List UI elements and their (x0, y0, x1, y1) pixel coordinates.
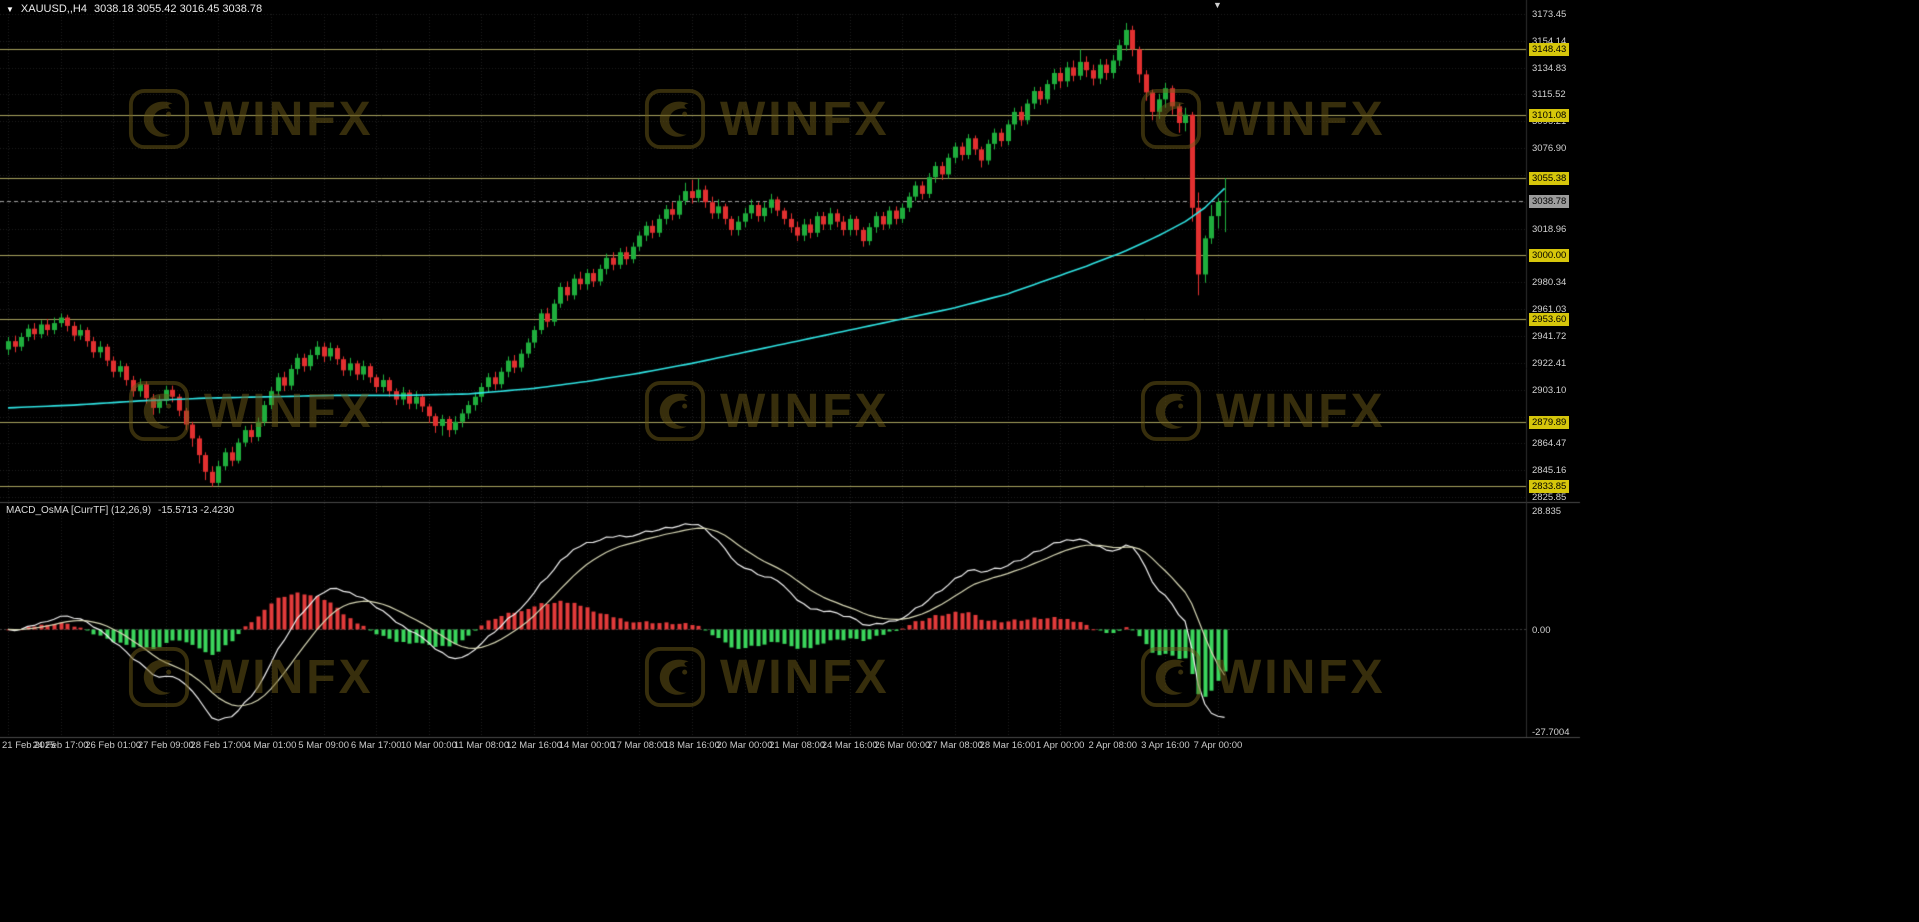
price-level-badge: 2953.60 (1529, 313, 1570, 327)
time-axis-label: 28 Mar 16:00 (979, 740, 1036, 751)
price-tick-label: 2922.41 (1532, 357, 1567, 369)
price-tick-label: 2864.47 (1532, 438, 1567, 450)
chart-ohlc: 3038.18 3055.42 3016.45 3038.78 (93, 3, 263, 15)
time-axis-label: 14 Mar 00:00 (558, 740, 615, 751)
price-tick-label: 2903.10 (1532, 384, 1567, 396)
price-tick-label: 2961.03 (1532, 304, 1567, 316)
price-level-badge: 3000.00 (1529, 249, 1570, 262)
price-tick-label: 2825.85 (1532, 492, 1567, 503)
current-price-badge: 3038.78 (1529, 195, 1570, 209)
price-tick-label: 2980.34 (1532, 277, 1567, 289)
time-axis-label: 4 Mar 01:00 (245, 740, 297, 751)
macd-axis-top-label: 28.835 (1532, 506, 1562, 517)
price-tick-label: 3173.45 (1532, 9, 1567, 20)
time-axis-label: 17 Mar 08:00 (611, 740, 668, 751)
symbol-dropdown-icon[interactable]: ▼ (6, 4, 14, 14)
time-axis-label: 12 Mar 16:00 (506, 740, 563, 751)
time-axis-label: 27 Feb 09:00 (137, 740, 194, 751)
price-level-badge: 2879.89 (1529, 415, 1570, 429)
macd-indicator-label: MACD_OsMA [CurrTF] (12,26,9) -15.5713 -2… (6, 505, 234, 516)
time-axis-label: 6 Mar 17:00 (350, 740, 402, 751)
price-tick-label: 3115.52 (1532, 89, 1566, 101)
time-axis-label: 26 Feb 01:00 (85, 740, 142, 751)
price-tick-label: 2941.72 (1532, 330, 1567, 342)
price-tick-label: 3076.90 (1532, 143, 1567, 155)
chart-title: ▼ XAUUSD,,H4 3038.18 3055.42 3016.45 303… (6, 3, 262, 15)
time-axis[interactable]: 21 Feb 2025 24 Feb 17:00 26 Feb 01:00 27 Fe… (0, 737, 1580, 755)
price-level-badge: 3055.38 (1529, 172, 1570, 186)
price-level-badge: 3148.43 (1529, 42, 1570, 56)
time-axis-label: 1 Apr 00:00 (1035, 740, 1085, 751)
time-axis-label: 26 Mar 00:00 (874, 740, 931, 751)
price-tick-label: 2845.16 (1532, 465, 1567, 477)
chart-shift-marker[interactable]: ▼ (1213, 0, 1222, 10)
time-axis-label: 21 Mar 08:00 (769, 740, 826, 751)
time-axis-label: 21 Feb 2025 (2, 740, 56, 751)
time-axis-label: 28 Feb 17:00 (190, 740, 247, 751)
price-axis[interactable]: 3173.45 3154.14 3134.83 3115.52 3096.21 3076.… (1528, 0, 1608, 922)
price-tick-label: 3154.14 (1532, 35, 1567, 47)
time-axis-label: 27 Mar 08:00 (926, 740, 983, 751)
macd-axis-zero-label: 0.00 (1532, 624, 1551, 636)
time-axis-label: 24 Mar 16:00 (821, 740, 878, 751)
price-tick-label: 3134.83 (1532, 62, 1567, 74)
time-axis-label: 3 Apr 16:00 (1141, 740, 1190, 751)
indicator-name: MACD_OsMA [CurrTF] (12,26,9) (6, 505, 152, 516)
indicator-values: -15.5713 -2.4230 (158, 505, 235, 516)
time-axis-label: 20 Mar 00:00 (716, 740, 773, 751)
time-axis-label: 18 Mar 16:00 (663, 740, 720, 751)
chart-symbol: XAUUSD,,H4 (20, 3, 87, 15)
time-axis-label: 7 Apr 00:00 (1193, 740, 1243, 751)
macd-axis-bottom-label: -27.7004 (1532, 727, 1570, 738)
price-level-badge: 2833.85 (1529, 479, 1570, 493)
time-axis-label: 10 Mar 00:00 (400, 740, 457, 751)
price-level-badge: 3101.08 (1529, 108, 1570, 122)
time-axis-label: 5 Mar 09:00 (298, 740, 349, 751)
time-axis-label: 2 Apr 08:00 (1088, 740, 1138, 751)
time-axis-label: 11 Mar 08:00 (453, 740, 510, 751)
price-tick-label: 3096.21 (1532, 116, 1567, 128)
price-tick-label: 3018.96 (1532, 223, 1567, 235)
time-axis-label: 24 Feb 17:00 (32, 740, 89, 751)
